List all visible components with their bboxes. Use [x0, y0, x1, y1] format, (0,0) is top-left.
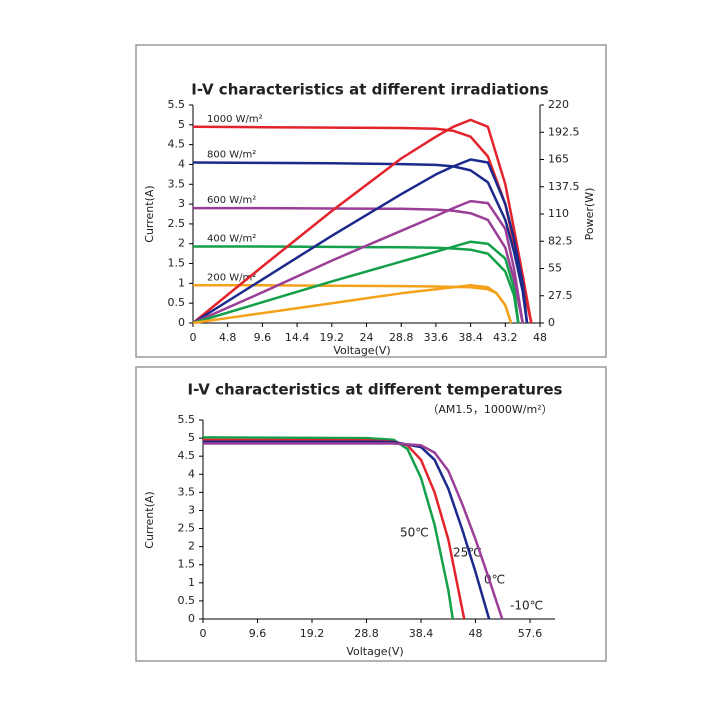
y-tick-label: 2.5 [168, 217, 186, 230]
x-tick-label: 28.8 [354, 627, 379, 640]
series-line [192, 284, 513, 325]
series-line [192, 240, 520, 325]
x-tick-label: 19.2 [300, 627, 325, 640]
series-line [192, 158, 529, 325]
y2-axis-label: Power(W) [583, 188, 596, 241]
y-axis-label: Current(A) [143, 491, 156, 548]
y-tick-label: 5.5 [178, 413, 196, 426]
y-tick-label: 5 [188, 431, 195, 444]
x-axis-label: Voltage(V) [346, 645, 403, 658]
y-tick-label: 3.5 [178, 485, 196, 498]
series-label: 400 W/m² [207, 234, 256, 245]
x-tick-label: 43.2 [493, 331, 518, 344]
chart-title: I-V characteristics at different tempera… [188, 381, 563, 399]
x-tick-label: 57.6 [518, 627, 543, 640]
y-tick-label: 0.5 [178, 594, 196, 607]
y-tick-label: 3 [178, 197, 185, 210]
y-tick-label: 1 [178, 276, 185, 289]
y-tick-label: 4 [178, 157, 185, 170]
x-axis-label: Voltage(V) [333, 344, 390, 357]
y2-tick-label: 192.5 [548, 125, 580, 138]
x-tick-label: 4.8 [219, 331, 237, 344]
x-tick-label: 9.6 [254, 331, 272, 344]
series-label: 200 W/m² [207, 272, 256, 283]
y2-tick-label: 220 [548, 98, 569, 111]
y-tick-label: 5 [178, 118, 185, 131]
y-tick-label: 0 [178, 316, 185, 329]
chart-subtitle: （AM1.5，1000W/m²） [427, 403, 552, 416]
y2-tick-label: 137.5 [548, 180, 580, 193]
y2-tick-label: 82.5 [548, 234, 573, 247]
series-line [193, 206, 524, 324]
y-axis-label: Current(A) [143, 185, 156, 242]
series-label: 800 W/m² [207, 149, 256, 160]
y-tick-label: 0.5 [168, 296, 186, 309]
y-tick-label: 0 [188, 612, 195, 625]
y2-tick-label: 55 [548, 262, 562, 275]
y2-tick-label: 165 [548, 153, 569, 166]
x-tick-label: 48 [533, 331, 547, 344]
x-tick-label: 9.6 [249, 627, 267, 640]
chart-frame [135, 44, 607, 358]
y-tick-label: 4.5 [178, 449, 196, 462]
y-tick-label: 2 [188, 540, 195, 553]
x-tick-label: 24 [360, 331, 374, 344]
x-tick-label: 0 [200, 627, 207, 640]
series-line [192, 161, 529, 324]
series-label: 25℃ [453, 546, 482, 560]
series-line [203, 442, 504, 620]
y-tick-label: 1 [188, 576, 195, 589]
x-tick-label: 28.8 [389, 331, 414, 344]
x-tick-label: 14.4 [285, 331, 310, 344]
x-tick-label: 38.4 [458, 331, 483, 344]
chart-title: I-V characteristics at different irradia… [191, 81, 549, 99]
y-tick-label: 3 [188, 503, 195, 516]
y-tick-label: 2.5 [178, 522, 196, 535]
x-tick-label: 38.4 [409, 627, 434, 640]
x-tick-label: 0 [190, 331, 197, 344]
x-tick-label: 33.6 [424, 331, 449, 344]
x-tick-label: 48 [469, 627, 483, 640]
y-tick-label: 4.5 [168, 138, 186, 151]
x-tick-label: 19.2 [320, 331, 345, 344]
series-line [203, 440, 491, 620]
series-label: 50℃ [400, 526, 429, 540]
series-line [202, 436, 455, 620]
y-tick-label: 3.5 [168, 177, 186, 190]
series-label: 1000 W/m² [207, 114, 263, 125]
series-label: 600 W/m² [207, 195, 256, 206]
series-line [193, 245, 520, 324]
y2-tick-label: 0 [548, 316, 555, 329]
y-tick-label: 5.5 [168, 98, 186, 111]
series-line [192, 199, 524, 325]
y-tick-label: 4 [188, 467, 195, 480]
chart-frame [135, 366, 607, 662]
series-line [192, 118, 533, 324]
y2-tick-label: 110 [548, 207, 569, 220]
y-tick-label: 2 [178, 237, 185, 250]
y-tick-label: 1.5 [178, 558, 196, 571]
series-label: -10℃ [510, 599, 543, 613]
y2-tick-label: 27.5 [548, 289, 573, 302]
y-tick-label: 1.5 [168, 257, 186, 270]
